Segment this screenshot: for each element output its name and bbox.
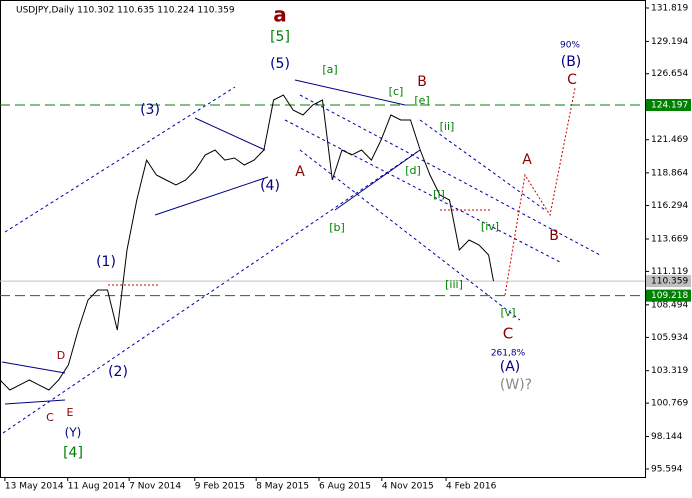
channel [419,119,546,211]
level-label: 124.197 [651,101,688,111]
wave-label: [v] [500,306,515,319]
wave-label: E [67,406,74,419]
wave-label: C [46,411,54,424]
wave-label: (3) [140,102,160,118]
wave-line [294,79,406,106]
wave-line [334,149,421,211]
wave-label: 90% [560,41,580,51]
wave-label: [b] [329,221,345,234]
x-tick-label: 4 Feb 2016 [446,482,497,492]
wave-label: [a] [322,63,337,76]
wave-label: (Y) [65,426,82,440]
wave-label: B [549,228,559,244]
wave-label: [5] [270,29,290,45]
wave-label: [i] [433,188,445,201]
wave-line [1,361,66,374]
wave-label: (1) [96,254,116,270]
y-tick-label: 98.144 [651,432,683,442]
wave-label: (B) [561,54,582,70]
wave-label: [iii] [445,278,463,291]
wave-label: [ii] [440,120,455,133]
y-tick-label: 111.119 [651,267,688,277]
x-tick-label: 7 Nov 2014 [129,482,181,492]
y-tick-label: 108.494 [651,300,688,310]
x-tick-label: 13 May 2014 [5,482,64,492]
level-label: 110.359 [651,277,688,287]
wave-line [4,399,66,405]
wave-label: (2) [108,364,128,380]
y-tick-label: 121.469 [651,135,688,145]
x-tick-label: 4 Nov 2015 [382,482,434,492]
x-tick-label: 9 Feb 2015 [195,482,245,492]
wave-label: 261,8% [491,349,526,359]
level-tag [646,99,691,112]
wave-label: C [567,72,577,88]
wave-label: (A) [500,359,521,375]
wave-label: (W)? [500,377,532,393]
y-tick-label: 126.654 [651,69,688,79]
wave-label: [c] [389,85,404,98]
y-tick-label: 131.819 [651,4,688,14]
y-tick-label: 113.669 [651,234,688,244]
wave-label: D [57,349,65,362]
wave-label: (5) [270,56,290,72]
wave-label: A [522,152,532,168]
wave-label: [4] [63,445,83,461]
wave-line [154,176,269,216]
channel [299,149,521,321]
chart-title: USDJPY,Daily 110.302 110.635 110.224 110… [16,6,235,16]
y-tick-label: 116.294 [651,201,688,211]
y-tick-label: 100.769 [651,399,688,409]
y-tick-label: 105.934 [651,333,688,343]
level-label: 109.218 [651,291,688,301]
y-tick-label: 103.319 [651,366,688,376]
wave-label: C [503,325,513,343]
level-tag [646,275,691,288]
wave-lines [1,79,601,434]
price-line [0,94,494,391]
x-tick-label: 6 Aug 2015 [319,482,371,492]
x-tick-label: 11 Aug 2014 [68,482,126,492]
y-tick-label: 129.194 [651,37,688,47]
y-tick-label: 95.594 [651,464,683,474]
wave-label: [e] [414,94,429,107]
wave-label: [d] [405,164,421,177]
wave-line [194,117,266,151]
wave-label: (4) [260,178,280,194]
wave-label: B [417,74,427,90]
x-tick-label: 8 May 2015 [256,482,309,492]
plot-frame [0,0,646,478]
channel [299,94,601,256]
wave-label: [iv] [481,220,499,233]
wave-label: a [273,3,287,27]
y-tick-label: 118.864 [651,168,688,178]
level-tag [646,289,691,302]
wave-label: A [295,164,305,180]
projection [504,87,576,296]
